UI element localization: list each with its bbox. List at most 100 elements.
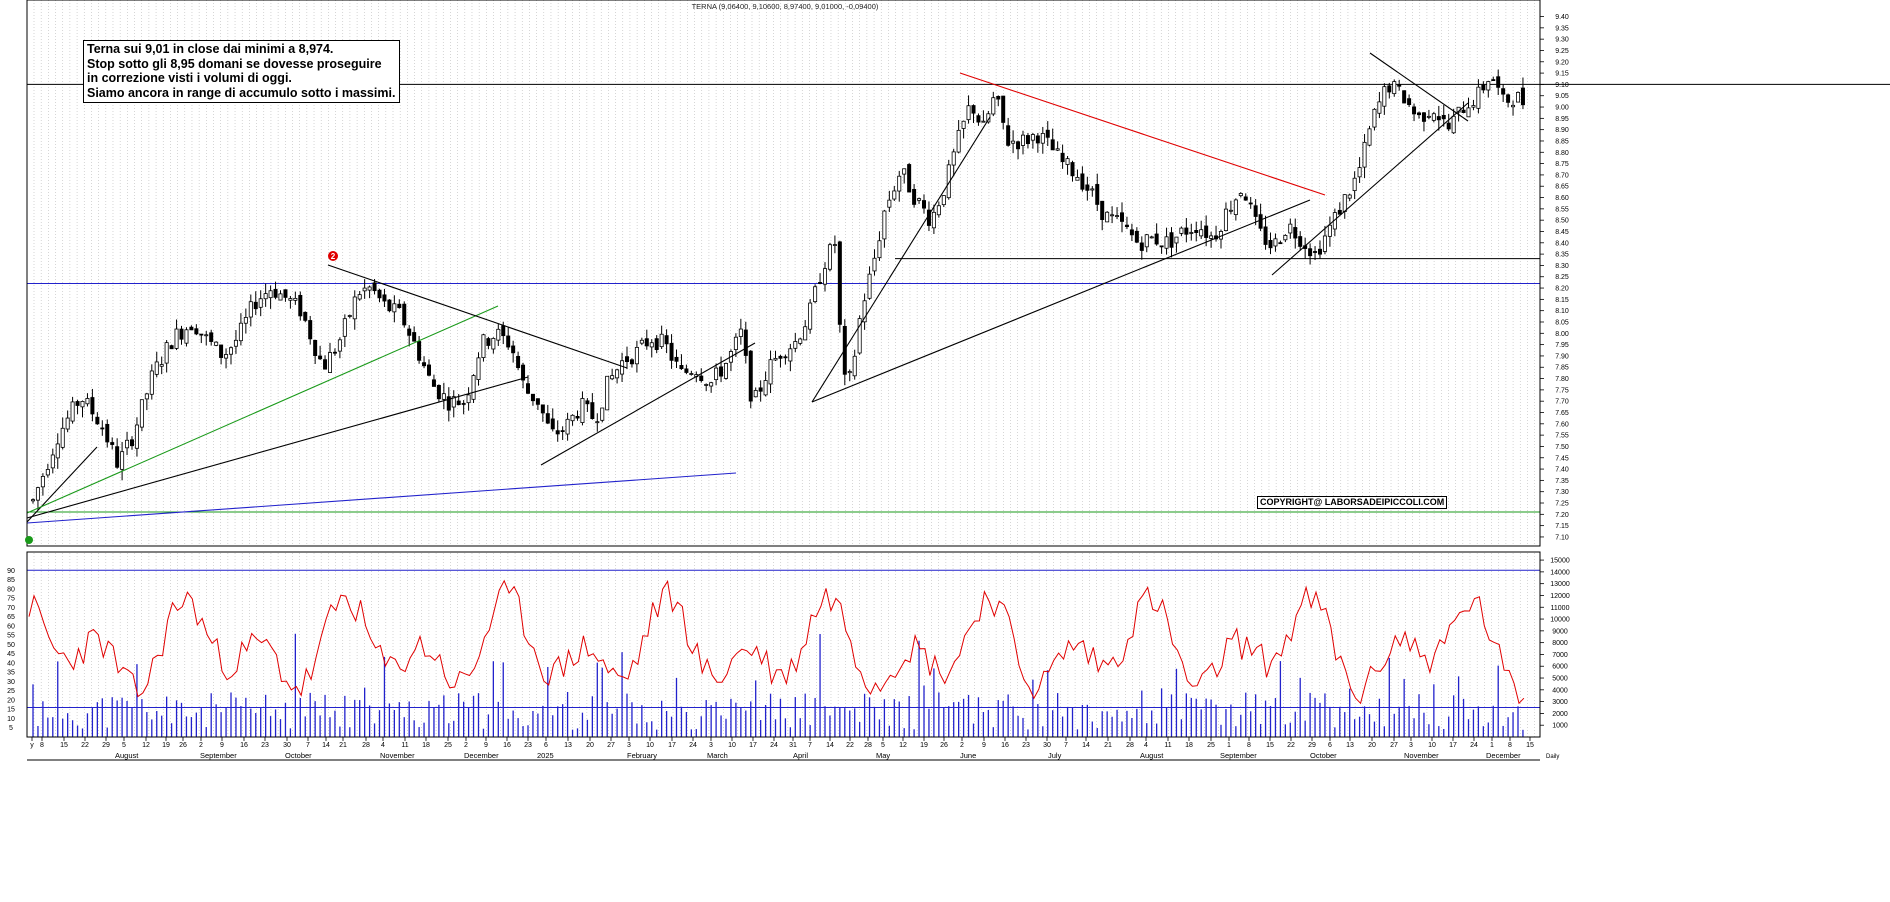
candle-body [605, 375, 610, 411]
candle-body [55, 443, 60, 459]
candle-body [377, 289, 382, 299]
trend-line [1369, 52, 1469, 122]
x-tick-label: 24 [1470, 742, 1478, 749]
x-tick-label: 25 [444, 742, 452, 749]
x-tick-label: 13 [564, 742, 572, 749]
candle-body [580, 398, 585, 423]
candle-body [397, 303, 402, 309]
x-tick-label: 6 [544, 742, 548, 749]
candle-body [110, 442, 115, 445]
candle-body [664, 335, 669, 345]
candle-body [194, 328, 199, 335]
candle-body [1204, 225, 1209, 238]
candle-body [882, 210, 887, 240]
candle-body [293, 297, 298, 301]
oscillator-tick-label: 90 [7, 568, 15, 575]
price-tick-label: 8.45 [1555, 229, 1569, 236]
candle-body [1006, 125, 1011, 146]
marker-start-circle [25, 536, 33, 544]
candle-body [961, 120, 966, 129]
x-period-label: Daily [1546, 754, 1559, 760]
candle-body [719, 366, 724, 377]
candle-body [431, 379, 436, 387]
oscillator-tick-label: 60 [7, 623, 15, 630]
price-tick-label: 9.05 [1555, 93, 1569, 100]
price-tick-label: 7.65 [1555, 410, 1569, 417]
candle-body [1417, 112, 1422, 116]
candle-body [1129, 229, 1134, 236]
candle-body [75, 401, 80, 406]
x-month-label: 2025 [537, 751, 554, 760]
candle-body [1159, 245, 1164, 248]
x-tick-label: 2 [199, 742, 203, 749]
candle-body [649, 342, 654, 348]
x-tick-label: 7 [1064, 742, 1068, 749]
price-tick-label: 8.20 [1555, 286, 1569, 293]
candle-body [1397, 84, 1402, 87]
price-tick-label: 8.35 [1555, 252, 1569, 259]
candle-body [228, 347, 233, 355]
candle-body [412, 332, 417, 342]
x-tick-label: 10 [1428, 742, 1436, 749]
candle-body [159, 364, 164, 367]
price-tick-label: 8.55 [1555, 206, 1569, 213]
oscillator-tick-label: 15 [7, 707, 15, 714]
candle-body [1016, 141, 1021, 150]
candle-body [1080, 173, 1085, 190]
candle-body [1352, 177, 1357, 192]
candle-body [1511, 104, 1516, 108]
candle-body [738, 328, 743, 337]
x-tick-label: 13 [1346, 742, 1354, 749]
candle-body [40, 475, 45, 488]
candle-body [154, 361, 159, 375]
candle-body [1402, 90, 1407, 104]
candle-body [1347, 194, 1352, 199]
candle-body [179, 328, 184, 340]
candle-body [1387, 85, 1392, 93]
candle-body [709, 382, 714, 387]
x-tick-label: 15 [1526, 742, 1534, 749]
x-tick-label: 7 [808, 742, 812, 749]
candle-body [288, 298, 293, 301]
price-tick-label: 7.80 [1555, 376, 1569, 383]
candle-body [1164, 236, 1169, 249]
trend-line [811, 199, 1311, 403]
price-tick-label: 8.70 [1555, 172, 1569, 179]
candle-body [283, 289, 288, 298]
candle-body [753, 390, 758, 398]
candle-body [912, 188, 917, 205]
price-tick-label: 8.30 [1555, 263, 1569, 270]
candle-body [100, 427, 105, 430]
candle-body [105, 423, 110, 443]
candle-body [436, 384, 441, 400]
x-tick-label: 24 [689, 742, 697, 749]
trend-line [540, 342, 756, 466]
oscillator-line [28, 579, 1525, 705]
x-tick-label: 10 [728, 742, 736, 749]
candle-body [1382, 86, 1387, 107]
oscillator-tick-label: 75 [7, 596, 15, 603]
volume-tick-label: 13000 [1550, 581, 1570, 588]
candle-body [793, 341, 798, 349]
candle-body [684, 368, 689, 373]
x-tick-label: 2 [464, 742, 468, 749]
candle-body [1520, 87, 1525, 106]
candle-body [724, 363, 729, 379]
price-tick-label: 8.95 [1555, 116, 1569, 123]
candle-body [704, 384, 709, 386]
axes: 9.40 9.35 9.30 9.25 9.20 9.15 9.10 9.05 9.00 8.95… [7, 0, 1570, 761]
candle-body [476, 357, 481, 380]
candle-body [590, 402, 595, 419]
candle-body [699, 375, 704, 381]
oscillator-tick-label: 70 [7, 605, 15, 612]
x-tick-label: 16 [1001, 742, 1009, 749]
x-tick-label: 2 [960, 742, 964, 749]
candle-body [1357, 167, 1362, 178]
candle-body [862, 300, 867, 323]
candle-body [679, 365, 684, 370]
candle-body [1446, 122, 1451, 130]
candle-body [491, 338, 496, 350]
candle-body [1179, 227, 1184, 234]
candle-body [1288, 223, 1293, 234]
trend-line [327, 264, 628, 369]
